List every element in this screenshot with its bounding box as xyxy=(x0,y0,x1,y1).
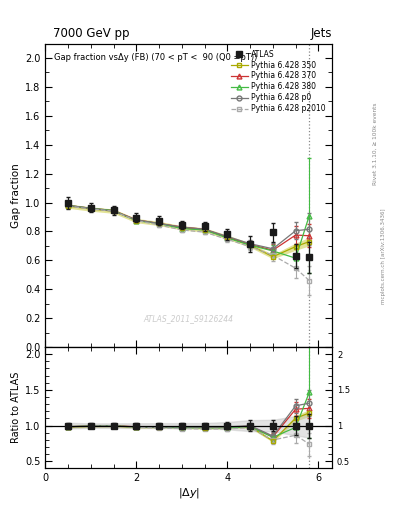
Y-axis label: Gap fraction: Gap fraction xyxy=(11,163,21,228)
Text: Gap fraction vsΔy (FB) (70 < pT <  90 (Q0 =̅pT)): Gap fraction vsΔy (FB) (70 < pT < 90 (Q0… xyxy=(54,53,257,61)
Text: Rivet 3.1.10, ≥ 100k events: Rivet 3.1.10, ≥ 100k events xyxy=(373,102,378,185)
Text: mcplots.cern.ch [arXiv:1306.3436]: mcplots.cern.ch [arXiv:1306.3436] xyxy=(381,208,386,304)
Text: ATLAS_2011_S9126244: ATLAS_2011_S9126244 xyxy=(143,314,234,323)
Legend: ATLAS, Pythia 6.428 350, Pythia 6.428 370, Pythia 6.428 380, Pythia 6.428 p0, Py: ATLAS, Pythia 6.428 350, Pythia 6.428 37… xyxy=(228,47,328,116)
Y-axis label: Ratio to ATLAS: Ratio to ATLAS xyxy=(11,372,21,443)
Text: Jets: Jets xyxy=(310,27,332,40)
Text: 7000 GeV pp: 7000 GeV pp xyxy=(53,27,130,40)
X-axis label: $|\Delta y|$: $|\Delta y|$ xyxy=(178,486,200,500)
